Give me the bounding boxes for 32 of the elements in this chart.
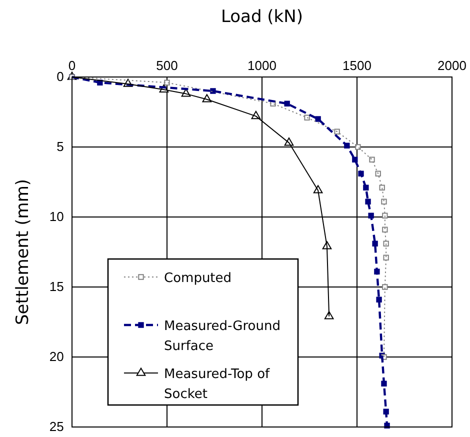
point xyxy=(382,226,388,232)
y-tick-label: 5 xyxy=(56,139,64,154)
point xyxy=(376,296,382,302)
legend-label: Computed xyxy=(164,271,232,286)
point xyxy=(382,212,388,218)
point xyxy=(164,80,170,86)
y-tick-label: 15 xyxy=(49,279,64,294)
x-axis-title: Load (kN) xyxy=(220,7,304,27)
legend-label: Measured-Top of Socket xyxy=(164,367,270,402)
point xyxy=(382,284,388,290)
point xyxy=(369,156,375,162)
x-tick-label: 2000 xyxy=(438,58,466,74)
y-tick-label: 0 xyxy=(56,69,64,84)
point xyxy=(375,170,381,176)
x-tick-label: 1000 xyxy=(248,58,276,74)
x-tick-label: 500 xyxy=(156,58,178,74)
point xyxy=(304,114,310,120)
point xyxy=(379,184,385,190)
point xyxy=(210,88,216,94)
point xyxy=(315,116,321,122)
x-tick-label: 1500 xyxy=(342,58,372,74)
point xyxy=(381,198,387,204)
point xyxy=(383,240,389,246)
x-tick-label: 0 xyxy=(68,58,76,74)
point xyxy=(383,254,389,260)
y-tick-label: 10 xyxy=(49,209,64,224)
y-axis-title: Settlement (mm) xyxy=(13,178,33,326)
point xyxy=(334,128,340,134)
y-tick-label: 25 xyxy=(49,419,64,434)
point xyxy=(372,240,378,246)
legend-label: Measured-Ground Surface xyxy=(164,319,280,354)
y-tick-label: 20 xyxy=(49,349,64,364)
